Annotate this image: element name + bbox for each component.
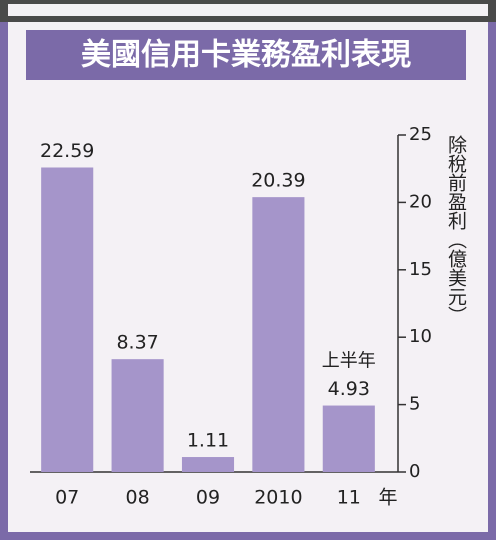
- bar: [181, 457, 235, 472]
- value-label: 22.59: [40, 140, 94, 162]
- bar: [322, 405, 375, 472]
- value-label: 4.93: [328, 378, 370, 400]
- y-axis-label: 除稅前盈利（億美元）: [445, 135, 467, 325]
- value-label: 20.39: [251, 170, 305, 192]
- x-tick-label: 08: [126, 487, 150, 509]
- y-tick-label: 20: [409, 191, 432, 212]
- x-tick-label: 07: [55, 487, 79, 509]
- y-tick-label: 10: [409, 326, 432, 347]
- y-tick-label: 15: [409, 259, 432, 280]
- y-tick-label: 25: [409, 124, 432, 145]
- bar: [111, 359, 164, 472]
- right-frame: [488, 22, 496, 540]
- value-label: 1.11: [187, 430, 229, 452]
- bottom-frame: [0, 532, 496, 540]
- x-axis-label: 年: [378, 487, 397, 509]
- left-frame: [0, 22, 8, 540]
- top-frame-inner: [8, 4, 488, 16]
- x-tick-label: 11: [337, 487, 361, 509]
- annotation: 上半年: [322, 351, 376, 372]
- x-tick-label: 09: [196, 487, 220, 509]
- title-banner: [26, 30, 466, 80]
- y-tick-label: 0: [409, 461, 420, 482]
- bar: [252, 197, 305, 472]
- x-tick-label: 2010: [254, 487, 302, 509]
- value-label: 8.37: [116, 332, 158, 354]
- bar: [41, 167, 94, 472]
- y-tick-label: 5: [409, 394, 420, 415]
- chart-title: 美國信用卡業務盈利表現: [81, 38, 411, 73]
